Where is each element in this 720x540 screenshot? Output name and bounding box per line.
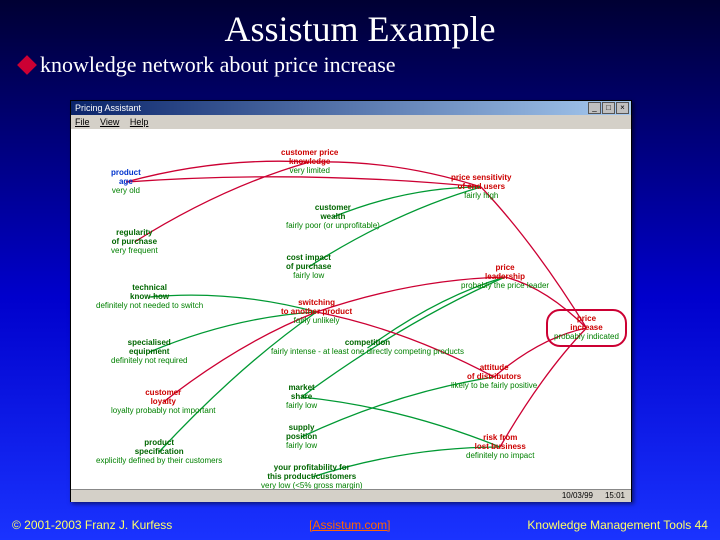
- titlebar: Pricing Assistant _ □ ×: [71, 101, 631, 115]
- bullet-row: knowledge network about price increase: [20, 52, 720, 78]
- node-cost_impact[interactable]: cost impact of purchasefairly low: [286, 254, 331, 280]
- node-spec_equip[interactable]: specialised equipmentdefinitely not requ…: [111, 339, 188, 365]
- node-regularity[interactable]: regularity of purchasevery frequent: [111, 229, 158, 255]
- app-window: Pricing Assistant _ □ × File View Help p…: [70, 100, 632, 502]
- node-supply_pos[interactable]: supply positionfairly low: [286, 424, 317, 450]
- maximize-icon[interactable]: □: [602, 102, 615, 114]
- node-price_sens[interactable]: price sensitivity of end usersfairly hig…: [451, 174, 511, 200]
- menubar: File View Help: [71, 115, 631, 129]
- bullet-text: knowledge network about price increase: [40, 52, 396, 78]
- diamond-icon: [17, 55, 37, 75]
- menu-file[interactable]: File: [75, 117, 90, 127]
- footer-copyright: © 2001-2003 Franz J. Kurfess: [12, 518, 172, 532]
- node-price_increase[interactable]: price increaseprobably indicated: [546, 309, 627, 347]
- node-cust_wealth[interactable]: customer wealthfairly poor (or unprofita…: [286, 204, 380, 230]
- slide-footer: © 2001-2003 Franz J. Kurfess [Assistum.c…: [0, 518, 720, 532]
- slide-title: Assistum Example: [0, 0, 720, 50]
- minimize-icon[interactable]: _: [588, 102, 601, 114]
- node-profitability[interactable]: your profitability for this product/cust…: [261, 464, 363, 489]
- status-date: 10/03/99: [562, 490, 593, 502]
- footer-page: Knowledge Management Tools 44: [527, 518, 708, 532]
- status-time: 15:01: [605, 490, 625, 502]
- node-competition[interactable]: competitionfairly intense - at least one…: [271, 339, 464, 357]
- close-icon[interactable]: ×: [616, 102, 629, 114]
- menu-help[interactable]: Help: [130, 117, 149, 127]
- node-cust_loyalty[interactable]: customer loyaltyloyalty probably not imp…: [111, 389, 216, 415]
- window-title: Pricing Assistant: [75, 103, 141, 113]
- node-risk_lost[interactable]: risk from lost businessdefinitely no imp…: [466, 434, 534, 460]
- node-product_age[interactable]: product agevery old: [111, 169, 141, 195]
- menu-view[interactable]: View: [100, 117, 119, 127]
- diagram-canvas: product agevery old regularity of purchas…: [71, 129, 631, 489]
- node-switching[interactable]: switching to another productfairly unlik…: [281, 299, 352, 325]
- node-cust_price_know[interactable]: customer price knowledgevery limited: [281, 149, 338, 175]
- node-prod_spec[interactable]: product specificationexplicitly defined …: [96, 439, 222, 465]
- node-tech_knowhow[interactable]: technical know-howdefinitely not needed …: [96, 284, 203, 310]
- node-market_share[interactable]: market sharefairly low: [286, 384, 317, 410]
- node-price_lead[interactable]: price leadershipprobably the price leade…: [461, 264, 549, 290]
- node-attitude_dist[interactable]: attitude of distributorslikely to be fai…: [451, 364, 537, 390]
- statusbar: 10/03/99 15:01: [71, 489, 631, 502]
- footer-link[interactable]: [Assistum.com]: [309, 518, 390, 532]
